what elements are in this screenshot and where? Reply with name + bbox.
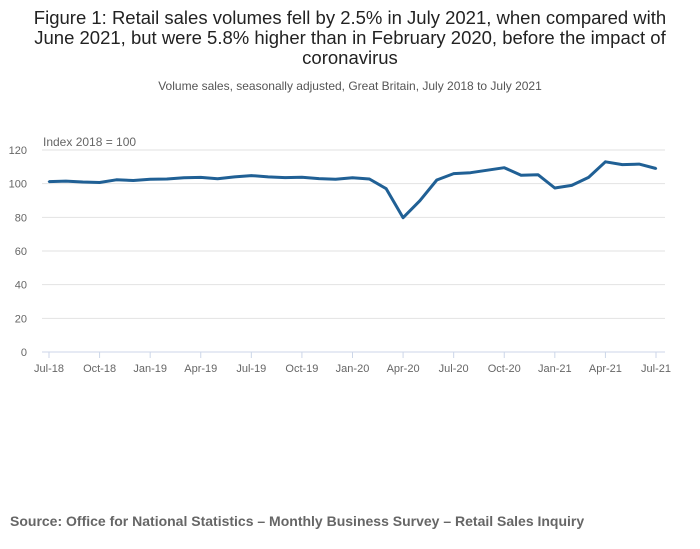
x-tick-label: Jul-20 — [439, 363, 469, 375]
data-point — [115, 178, 118, 181]
y-tick-label: 40 — [15, 280, 27, 292]
data-point — [621, 163, 624, 166]
data-point — [570, 184, 573, 187]
data-point — [81, 180, 84, 184]
data-point — [250, 174, 253, 177]
data-point — [334, 178, 337, 181]
x-tick-label: Jul-18 — [34, 363, 64, 375]
data-point — [654, 167, 658, 170]
data-point — [452, 172, 455, 175]
x-tick-label: Oct-18 — [83, 363, 116, 375]
chart-title: Figure 1: Retail sales volumes fell by 2… — [33, 7, 667, 68]
y-axis-label: Index 2018 = 100 — [43, 135, 136, 149]
y-tick-label: 60 — [15, 246, 27, 258]
data-point — [317, 177, 320, 180]
y-tick-label: 0 — [21, 347, 27, 359]
data-point — [418, 199, 422, 202]
data-point — [519, 174, 523, 177]
data-point — [182, 176, 186, 179]
data-point — [47, 180, 51, 183]
data-point — [637, 162, 641, 166]
x-tick-label: Oct-20 — [488, 363, 521, 375]
x-tick-label: Apr-20 — [387, 363, 420, 375]
data-point — [486, 169, 489, 172]
x-tick-label: Apr-19 — [184, 363, 217, 375]
data-point — [266, 175, 270, 179]
data-point — [199, 176, 202, 179]
data-point — [385, 187, 388, 190]
x-tick-label: Jul-21 — [641, 363, 671, 375]
line-chart: 0 20 40 60 80 100 120 Index 2018 = 100 Jul-18 Oct… — [9, 135, 671, 375]
data-point — [165, 177, 169, 181]
data-point — [401, 216, 405, 219]
x-tick-label: Oct-19 — [285, 363, 318, 375]
data-point — [283, 176, 287, 179]
data-point — [300, 176, 304, 179]
source-note: Source: Office for National Statistics –… — [10, 513, 585, 529]
data-point — [64, 179, 68, 183]
data-point — [132, 179, 135, 182]
x-tick-label: Jul-19 — [236, 363, 266, 375]
data-point — [503, 166, 506, 169]
data-point — [351, 176, 354, 179]
data-point — [148, 178, 152, 181]
data-point — [98, 181, 101, 184]
y-tick-label: 80 — [15, 212, 27, 224]
x-tick-label: Apr-21 — [589, 363, 622, 375]
data-point — [435, 178, 439, 182]
x-tick-label: Jan-20 — [336, 363, 370, 375]
data-point — [216, 177, 219, 180]
y-tick-label: 20 — [15, 313, 27, 325]
y-tick-label: 120 — [9, 145, 27, 157]
series-line — [48, 160, 657, 220]
x-tick-label: Jan-21 — [538, 363, 572, 375]
chart-subtitle: Volume sales, seasonally adjusted, Great… — [158, 79, 542, 93]
y-tick-label: 100 — [9, 179, 27, 191]
data-point — [536, 173, 540, 176]
data-point — [233, 175, 236, 179]
data-point — [469, 171, 472, 174]
data-point — [368, 177, 371, 181]
data-point — [604, 160, 607, 163]
data-point — [587, 176, 590, 179]
data-point — [553, 186, 557, 190]
x-tick-label: Jan-19 — [133, 363, 167, 375]
